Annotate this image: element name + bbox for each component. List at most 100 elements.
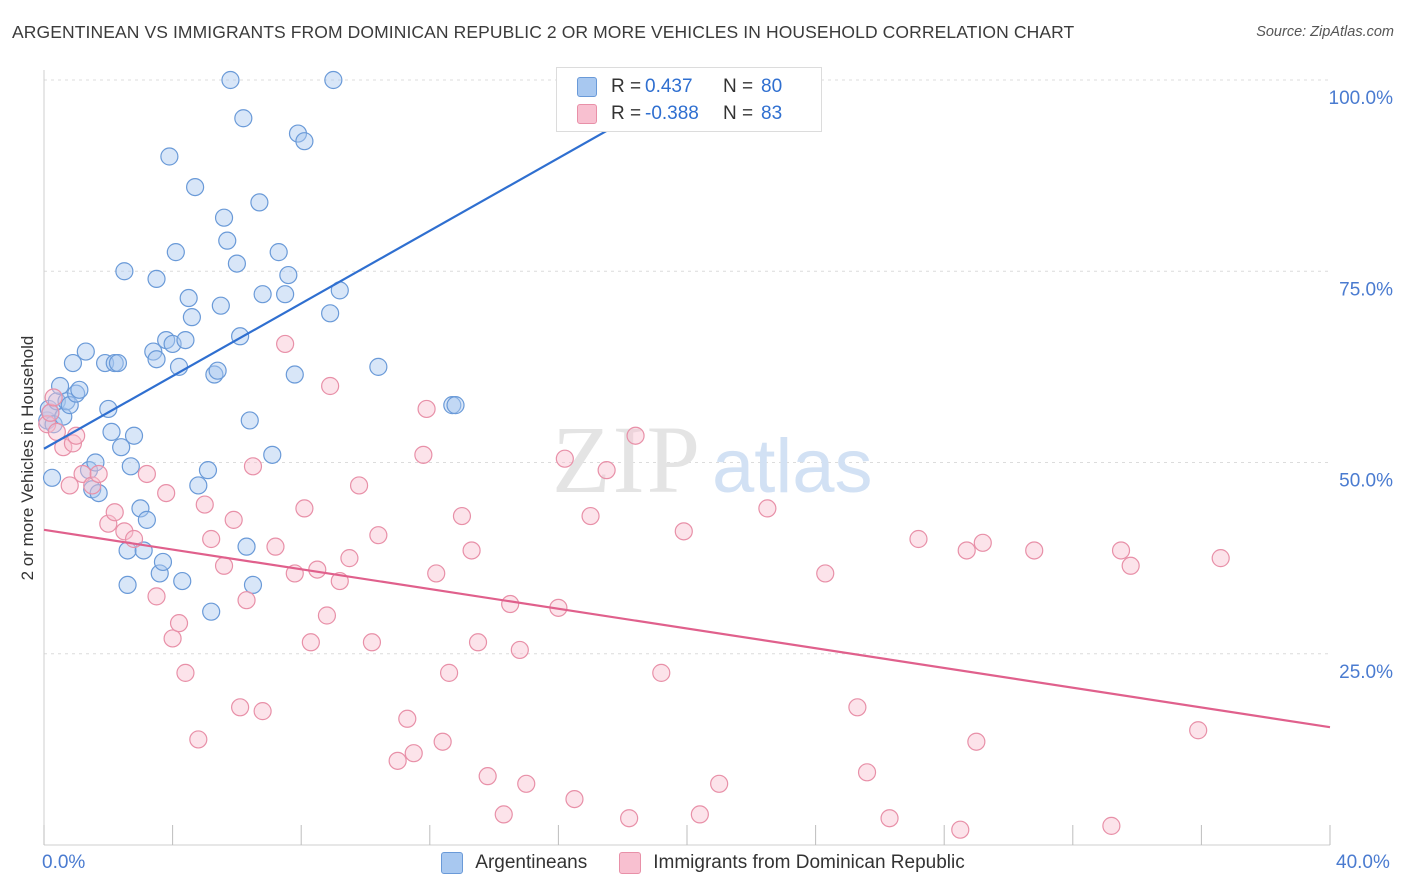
- data-point: [301, 633, 320, 652]
- data-point: [439, 663, 459, 682]
- stats-legend: R = 0.437 N = 80 R = -0.388 N = 83: [556, 67, 822, 132]
- data-point: [147, 269, 166, 288]
- data-point: [243, 457, 263, 476]
- data-point: [169, 614, 189, 633]
- data-point: [501, 594, 520, 614]
- data-point: [253, 285, 272, 304]
- data-point: [41, 403, 60, 422]
- data-point: [433, 732, 452, 751]
- data-point: [674, 522, 693, 541]
- data-point: [176, 331, 195, 350]
- data-point: [137, 510, 156, 529]
- data-point: [95, 353, 115, 373]
- data-point: [957, 541, 976, 560]
- data-point: [221, 70, 240, 90]
- data-point: [147, 587, 166, 606]
- x-tick-label-min: 0.0%: [42, 852, 86, 873]
- trend-line-argentineans: [43, 79, 698, 450]
- data-point: [468, 633, 488, 652]
- data-point: [279, 265, 298, 285]
- data-point: [218, 231, 237, 250]
- r-value: 0.437: [645, 76, 693, 97]
- data-point: [266, 537, 285, 556]
- data-point: [147, 350, 166, 369]
- data-point: [951, 820, 970, 839]
- data-point: [295, 132, 314, 151]
- data-point: [99, 514, 118, 533]
- data-point: [349, 476, 369, 495]
- data-point: [76, 342, 95, 361]
- data-point: [1211, 549, 1230, 568]
- legend-item-dominican[interactable]: Immigrants from Dominican Republic: [619, 852, 965, 874]
- n-label: N =: [723, 76, 754, 97]
- data-point: [102, 422, 121, 441]
- y-tick-label: 75.0%: [1339, 279, 1393, 300]
- legend-swatch-dominican: [619, 852, 642, 874]
- data-point: [517, 774, 536, 793]
- data-point: [160, 147, 179, 166]
- data-point: [89, 464, 108, 484]
- data-point: [150, 564, 169, 583]
- data-point: [369, 526, 388, 545]
- data-point: [417, 399, 436, 419]
- data-point: [70, 380, 89, 399]
- data-point: [317, 606, 337, 625]
- data-point: [555, 449, 574, 468]
- data-point: [597, 461, 616, 480]
- data-point: [880, 809, 899, 828]
- data-point: [1111, 541, 1131, 560]
- data-point: [446, 396, 465, 415]
- legend-item-argentineans[interactable]: Argentineans: [441, 852, 587, 874]
- data-point: [626, 426, 645, 445]
- axis-layer: [43, 70, 1331, 846]
- data-point: [42, 468, 62, 487]
- data-point: [131, 499, 150, 518]
- data-point: [427, 564, 446, 583]
- trend-line-dominican: [43, 528, 1331, 729]
- data-point: [182, 308, 201, 327]
- data-point: [758, 499, 777, 518]
- data-point: [237, 591, 256, 610]
- r-label: R =: [611, 76, 642, 97]
- n-value: 83: [761, 103, 783, 124]
- data-point: [388, 751, 407, 770]
- data-point: [710, 774, 729, 793]
- data-point: [967, 732, 986, 751]
- data-point: [295, 499, 314, 518]
- data-point: [848, 698, 867, 717]
- series-dominican: [38, 334, 1230, 839]
- data-point: [224, 510, 243, 529]
- data-point: [478, 767, 497, 786]
- data-point: [321, 304, 340, 323]
- data-point: [263, 445, 282, 464]
- data-point: [690, 805, 709, 824]
- data-point: [214, 556, 234, 575]
- data-point: [202, 602, 221, 621]
- data-point: [105, 503, 124, 522]
- data-point: [581, 506, 600, 526]
- data-point: [50, 376, 70, 396]
- y-tick-label: 100.0%: [1329, 88, 1394, 109]
- data-point: [118, 575, 137, 595]
- data-point: [362, 633, 382, 652]
- data-point: [285, 365, 304, 384]
- data-point: [115, 522, 134, 541]
- data-point: [240, 411, 259, 430]
- y-tick-labels: 25.0% 50.0% 75.0% 100.0%: [1329, 88, 1394, 683]
- swatch-dominican: [577, 104, 597, 124]
- y-tick-label: 25.0%: [1339, 662, 1393, 683]
- data-point: [494, 805, 513, 824]
- data-point: [38, 415, 57, 434]
- chart-title: ARGENTINEAN VS IMMIGRANTS FROM DOMINICAN…: [12, 22, 1075, 42]
- stats-row-argentineans: R = 0.437 N = 80: [577, 74, 782, 100]
- data-point: [176, 663, 195, 682]
- watermark-atlas: atlas: [712, 424, 873, 509]
- grid-layer: [44, 79, 1330, 655]
- data-point: [137, 464, 156, 484]
- data-point: [414, 445, 433, 464]
- data-point: [121, 457, 140, 476]
- data-point: [565, 789, 584, 809]
- data-point: [1102, 816, 1121, 835]
- data-point: [652, 663, 671, 682]
- data-point: [857, 763, 877, 782]
